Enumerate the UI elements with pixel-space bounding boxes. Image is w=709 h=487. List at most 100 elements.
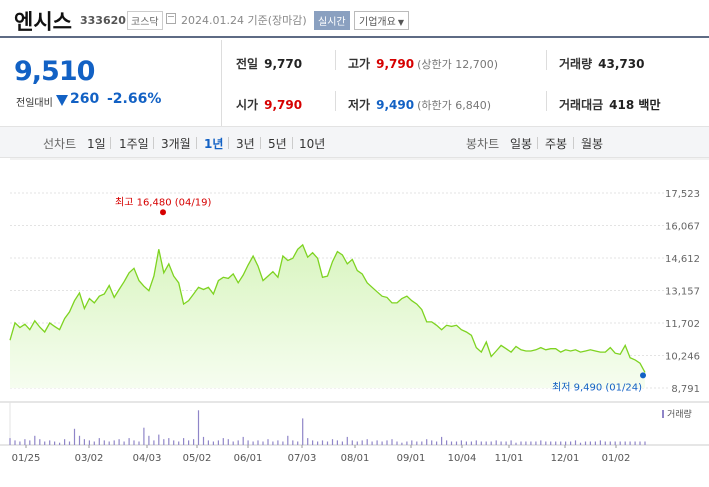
volume-bar xyxy=(401,442,403,445)
tab-5y[interactable]: 5년 xyxy=(268,137,287,151)
volume-bar xyxy=(446,440,448,445)
volume-bar xyxy=(421,441,423,445)
volume-bar xyxy=(217,440,219,445)
volume-bar xyxy=(426,439,428,445)
volume-bar xyxy=(545,441,547,445)
volume-bar xyxy=(212,441,214,445)
volume-bar xyxy=(614,441,616,445)
volume-bar xyxy=(589,441,591,445)
volume-bar xyxy=(24,439,26,445)
x-tick-label: 12/01 xyxy=(551,453,580,464)
stat-value: 418 백만 xyxy=(609,98,661,112)
volume-bar xyxy=(207,440,209,445)
y-tick-label: 10,246 xyxy=(665,352,700,363)
tab-monthly[interactable]: 월봉 xyxy=(581,137,604,151)
stat-volume: 거래량 43,730 xyxy=(559,55,644,72)
divider xyxy=(335,91,336,111)
volume-bar xyxy=(624,441,626,445)
stock-name: 엔시스 xyxy=(14,10,72,34)
volume-bar xyxy=(143,427,145,445)
price-chart[interactable]: 17,523 16,067 14,612 13,157 11,702 10,246 8,79… xyxy=(0,158,709,487)
volume-bar xyxy=(173,440,175,445)
volume-bar xyxy=(431,440,433,445)
volume-bar xyxy=(455,441,458,445)
separator xyxy=(153,137,154,149)
volume-bar xyxy=(460,440,462,445)
volume-bar xyxy=(436,441,438,445)
volume-bar xyxy=(312,440,314,445)
volume-bar xyxy=(560,441,562,445)
tab-1d[interactable]: 1일 xyxy=(87,137,106,151)
x-tick-label: 06/01 xyxy=(234,453,263,464)
volume-bar xyxy=(252,441,254,445)
x-tick-label: 01/02 xyxy=(602,453,631,464)
volume-bar xyxy=(297,441,299,445)
x-tick-label: 07/03 xyxy=(288,453,317,464)
volume-bar xyxy=(326,441,329,445)
separator xyxy=(292,137,293,149)
as-of-date: 2024.01.24 기준(장마감) xyxy=(181,14,307,27)
stat-label: 전일 xyxy=(236,57,259,71)
stat-amount: 거래대금 418 백만 xyxy=(559,96,660,113)
line-chart-label: 선차트 xyxy=(43,137,77,151)
realtime-button[interactable]: 실시간 xyxy=(314,11,350,30)
change-value: 260 xyxy=(70,91,100,107)
volume-bar xyxy=(381,441,383,445)
price-area-fill xyxy=(10,244,645,388)
volume-bar xyxy=(237,440,239,445)
volume-bar xyxy=(441,436,443,445)
stat-label: 거래대금 xyxy=(559,98,604,112)
volume-bar xyxy=(138,441,140,445)
x-tick-label: 11/01 xyxy=(495,453,524,464)
volume-bar xyxy=(540,440,542,445)
y-tick-label: 8,791 xyxy=(671,384,700,395)
volume-bar xyxy=(450,441,453,445)
volume-bar xyxy=(475,440,477,445)
stat-value: 9,770 xyxy=(264,57,303,71)
volume-bar xyxy=(346,436,348,445)
volume-bar xyxy=(550,441,552,445)
current-price: 9,510 xyxy=(14,56,95,87)
tab-daily[interactable]: 일봉 xyxy=(510,137,533,151)
tab-1w[interactable]: 1주일 xyxy=(119,137,149,151)
volume-bar xyxy=(530,441,532,445)
volume-bar xyxy=(44,441,46,445)
volume-bar xyxy=(579,442,582,445)
volume-bar xyxy=(565,441,567,445)
x-tick-label: 03/02 xyxy=(75,453,104,464)
volume-bar xyxy=(396,441,398,445)
stats-panel: 전일 9,770 고가 9,790 (상한가 12,700) 거래량 43,730 시가… xyxy=(222,40,709,126)
volume-bar xyxy=(361,440,363,445)
volume-bar xyxy=(14,440,16,445)
separator xyxy=(110,137,111,149)
tab-3y[interactable]: 3년 xyxy=(236,137,255,151)
volume-bar xyxy=(168,438,170,445)
volume-bar xyxy=(153,440,155,445)
tab-1y[interactable]: 1년 xyxy=(204,137,224,151)
x-tick-label: 09/01 xyxy=(397,453,426,464)
tab-10y[interactable]: 10년 xyxy=(299,137,326,151)
volume-bar xyxy=(68,441,71,445)
x-tick-label: 05/02 xyxy=(183,453,212,464)
volume-bar xyxy=(267,439,269,445)
volume-bar xyxy=(584,441,587,445)
volume-bar xyxy=(594,441,596,445)
volume-bar xyxy=(202,436,205,445)
change-percent: -2.66% xyxy=(107,91,162,107)
volume-bar xyxy=(282,441,284,445)
divider xyxy=(546,91,547,111)
volume-bar xyxy=(133,440,135,445)
volume-bar xyxy=(376,440,378,445)
separator xyxy=(196,137,197,149)
stock-header: 엔시스 333620 코스닥 2024.01.24 기준(장마감) 실시간 기업… xyxy=(0,0,709,38)
volume-bar xyxy=(535,441,537,445)
company-info-dropdown[interactable]: 기업개요 ▼ xyxy=(354,11,409,30)
x-tick-label: 04/03 xyxy=(133,453,162,464)
volume-legend-label: 거래량 xyxy=(667,408,692,420)
volume-bar xyxy=(108,441,110,445)
volume-bar xyxy=(272,441,274,445)
volume-bar xyxy=(619,441,621,445)
tab-weekly[interactable]: 주봉 xyxy=(545,137,568,151)
volume-bar xyxy=(262,441,264,445)
tab-3m[interactable]: 3개월 xyxy=(161,137,191,151)
